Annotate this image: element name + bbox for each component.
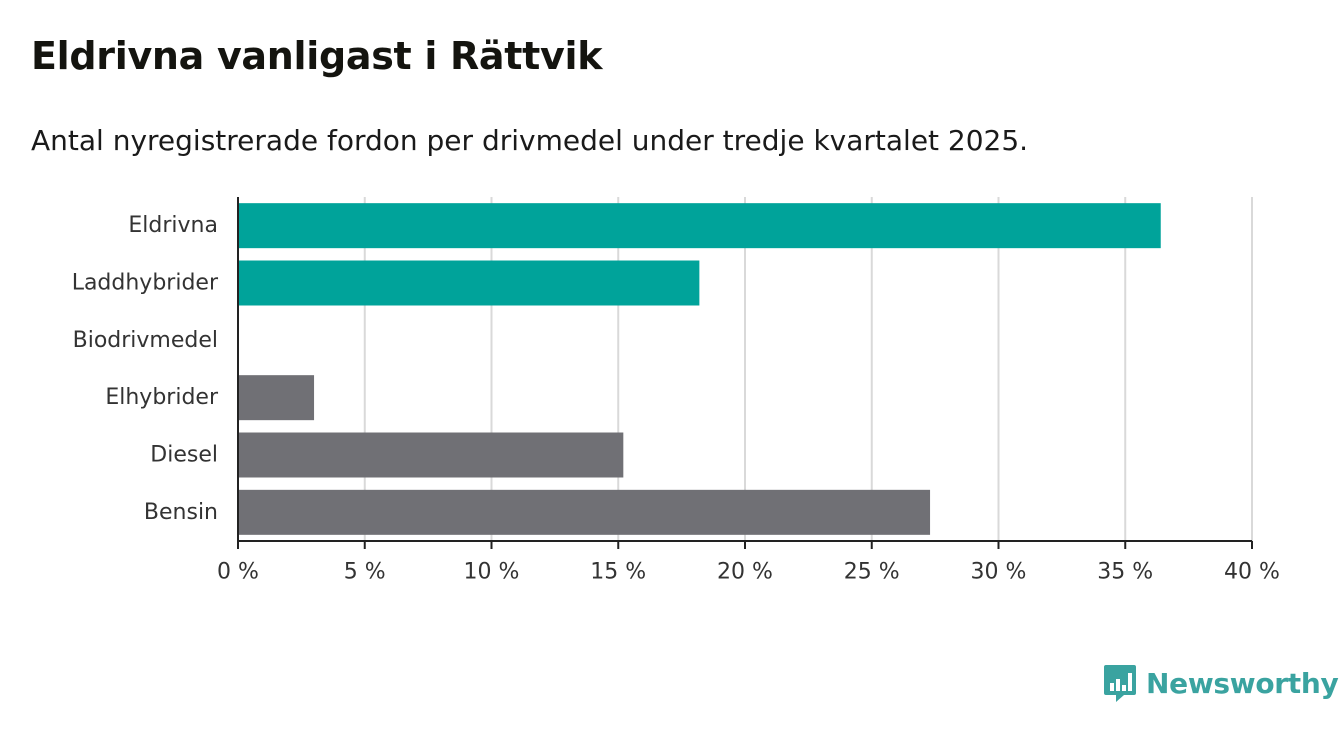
x-tick-label: 30 % — [971, 560, 1027, 585]
bar-eldrivna — [238, 203, 1161, 249]
bar-diesel — [238, 432, 624, 478]
chart-subtitle: Antal nyregistrerade fordon per drivmede… — [31, 124, 1029, 157]
category-label: Eldrivna — [128, 213, 218, 238]
newsworthy-logo: Newsworthy — [1102, 662, 1339, 704]
x-tick-label: 15 % — [590, 560, 646, 585]
category-label: Elhybrider — [105, 385, 219, 410]
bar-bensin — [238, 489, 931, 535]
bar-laddhybrider — [238, 260, 700, 306]
bars — [238, 203, 1161, 535]
x-tick-label: 25 % — [844, 560, 900, 585]
gridlines — [363, 197, 1253, 541]
chart-title: Eldrivna vanligast i Rättvik — [31, 34, 603, 78]
brand-name: Newsworthy — [1146, 666, 1339, 700]
category-label: Diesel — [150, 443, 218, 468]
category-label: Biodrivmedel — [73, 328, 218, 353]
x-tick-label: 35 % — [1097, 560, 1153, 585]
x-tick-label: 10 % — [464, 560, 520, 585]
category-label: Laddhybrider — [72, 271, 219, 296]
category-label: Bensin — [144, 500, 218, 525]
x-tick-label: 40 % — [1224, 560, 1280, 585]
bar-elhybrider — [238, 375, 315, 421]
x-tick-label: 20 % — [717, 560, 773, 585]
bar-chart-bubble-icon — [1104, 665, 1136, 702]
x-axis: 0 % 5 % 10 % 15 % 20 % 25 % 30 % 35 % 40 % — [217, 197, 1280, 585]
x-tick-label: 5 % — [344, 560, 386, 585]
x-tick-label: 0 % — [217, 560, 259, 585]
category-labels: Eldrivna Laddhybrider Biodrivmedel Elhybrid… — [72, 213, 219, 525]
